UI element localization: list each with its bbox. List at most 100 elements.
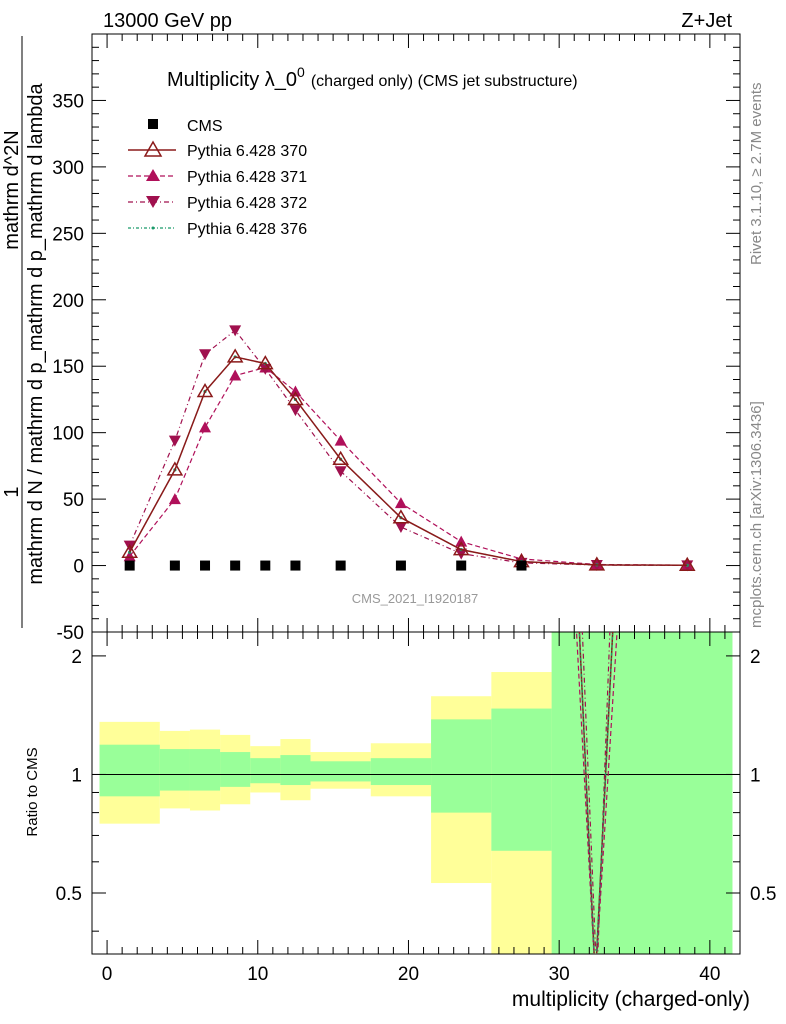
series-point-372 bbox=[168, 435, 181, 447]
title-sup: 0 bbox=[297, 64, 305, 80]
main-data bbox=[121, 325, 696, 572]
x-tick-label: 0 bbox=[102, 964, 113, 985]
ylabel-top: 1 bbox=[1, 486, 23, 497]
band-green-7 bbox=[370, 758, 432, 786]
legend-marker-372 bbox=[146, 196, 160, 208]
legend-marker-371 bbox=[146, 169, 160, 181]
band-green-2 bbox=[189, 749, 221, 791]
series-point-371 bbox=[168, 493, 181, 505]
y-tick-label-ratio-right: 1 bbox=[750, 765, 761, 786]
ratio-ylabel: Ratio to CMS bbox=[24, 747, 41, 836]
legend-marker-370 bbox=[143, 140, 163, 157]
band-green-10 bbox=[551, 632, 733, 954]
y-tick-label-main: 300 bbox=[52, 158, 84, 179]
band-green-8 bbox=[431, 719, 492, 813]
series-point-370 bbox=[287, 390, 304, 406]
series-point-370 bbox=[196, 382, 214, 398]
series-point-370 bbox=[226, 348, 244, 363]
analysis-watermark: CMS_2021_I1920187 bbox=[352, 591, 479, 606]
process-label: Z+Jet bbox=[681, 10, 732, 32]
title-rest: (charged only) (CMS jet substructure) bbox=[311, 73, 578, 90]
band-green-0 bbox=[99, 744, 160, 797]
cms-point bbox=[516, 560, 527, 571]
x-tick-label: 10 bbox=[247, 964, 268, 985]
band-green-9 bbox=[491, 708, 552, 851]
band-green-1 bbox=[159, 749, 190, 791]
energy-label: 13000 GeV pp bbox=[103, 10, 232, 32]
series-point-370 bbox=[452, 541, 470, 556]
title-main: Multiplicity λ_0 bbox=[167, 69, 297, 91]
series-point-372 bbox=[229, 325, 242, 337]
series-line-371 bbox=[129, 366, 688, 566]
ratio-bands bbox=[99, 632, 733, 954]
series-point-370 bbox=[588, 556, 606, 571]
legend-372: Pythia 6.428 372 bbox=[187, 195, 307, 212]
y-tick-label-main: 50 bbox=[63, 490, 84, 511]
series-point-371 bbox=[123, 550, 136, 562]
series-point-371 bbox=[334, 434, 347, 446]
xlabel: multiplicity (charged-only) bbox=[512, 988, 750, 1011]
mcplots-label: mcplots.cern.ch [arXiv:1306.3436] bbox=[748, 401, 765, 628]
legend-cms: CMS bbox=[187, 118, 223, 135]
series-point-371 bbox=[229, 369, 242, 381]
x-tick-label: 40 bbox=[699, 964, 720, 985]
y-tick-label-main: 200 bbox=[52, 291, 84, 312]
plot-title: Multiplicity λ_00 (charged only) (CMS jet… bbox=[167, 64, 578, 91]
series-point-372 bbox=[289, 405, 302, 417]
cms-point bbox=[200, 560, 211, 571]
cms-point bbox=[124, 560, 135, 571]
y-tick-label-main: 100 bbox=[52, 424, 84, 445]
rivet-label: Rivet 3.1.10, ≥ 2.7M events bbox=[748, 83, 765, 266]
series-line-376 bbox=[129, 356, 688, 566]
series-point-370 bbox=[332, 450, 349, 465]
ratio-line-372 bbox=[581, 632, 611, 954]
series-point-372 bbox=[199, 349, 212, 361]
series-point-370 bbox=[392, 509, 410, 524]
band-green-6 bbox=[310, 761, 371, 782]
series-point-371 bbox=[394, 497, 407, 509]
y-tick-label-ratio-right: 2 bbox=[750, 647, 761, 668]
y-tick-label-ratio: 2 bbox=[71, 647, 82, 668]
series-line-372 bbox=[129, 329, 688, 567]
x-tick-label: 20 bbox=[398, 964, 419, 985]
series-point-376 bbox=[685, 563, 689, 567]
band-green-5 bbox=[280, 755, 311, 786]
series-point-372 bbox=[334, 466, 347, 478]
legend-376: Pythia 6.428 376 bbox=[187, 221, 307, 238]
series-line-370 bbox=[129, 356, 688, 567]
y-tick-label-ratio: 1 bbox=[71, 765, 82, 786]
series-point-372 bbox=[394, 522, 407, 534]
band-green-3 bbox=[220, 752, 251, 787]
y-tick-label-main: 0 bbox=[73, 557, 84, 578]
cms-point bbox=[260, 560, 271, 571]
legend-marker-cms bbox=[148, 119, 158, 129]
ratio-line-376 bbox=[578, 632, 614, 954]
legend: CMS Pythia 6.428 370 Pythia 6.428 371 Py… bbox=[128, 118, 307, 238]
cms-point bbox=[456, 560, 467, 571]
legend-371: Pythia 6.428 371 bbox=[187, 169, 307, 186]
cms-point bbox=[169, 560, 180, 571]
y-tick-label-main: 150 bbox=[52, 357, 84, 378]
series-point-371 bbox=[199, 421, 212, 433]
y-tick-label-main: -50 bbox=[57, 623, 84, 644]
ratio-frame bbox=[91, 631, 741, 955]
cms-point bbox=[395, 560, 406, 571]
series-point-370 bbox=[166, 461, 184, 476]
y-tick-label-main: 250 bbox=[52, 224, 84, 245]
legend-marker-376 bbox=[151, 226, 155, 230]
band-green-4 bbox=[250, 758, 281, 784]
ylabel-denominator: mathrm d N / mathrm d p_mathrm d p_mathr… bbox=[25, 82, 47, 584]
cms-point bbox=[335, 560, 346, 571]
y-tick-label-ratio-right: 0.5 bbox=[750, 884, 776, 905]
cms-point bbox=[290, 560, 301, 571]
series-point-370 bbox=[256, 355, 274, 370]
y-tick-label-main: 350 bbox=[52, 91, 84, 112]
ratio-data bbox=[575, 632, 618, 954]
x-tick-label: 30 bbox=[549, 964, 570, 985]
series-point-370 bbox=[121, 543, 138, 559]
ylabel-numerator: mathrm d^2N bbox=[1, 130, 23, 249]
cms-point bbox=[230, 560, 241, 571]
ratio-line-371 bbox=[575, 632, 618, 954]
